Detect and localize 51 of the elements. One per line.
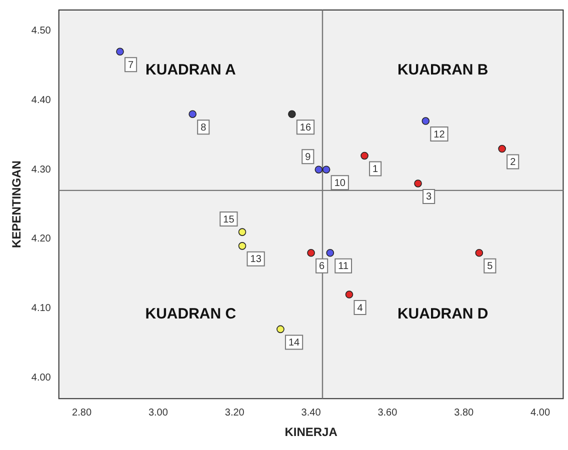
point [326, 248, 334, 257]
point [238, 242, 246, 250]
point [345, 290, 354, 298]
point [414, 180, 422, 188]
x-tick-label: 3.60 [378, 407, 398, 418]
point [422, 117, 430, 125]
y-tick-label: 4.30 [31, 164, 52, 176]
x-tick-label: 3.80 [454, 407, 474, 418]
annotation: KUADRAN D [397, 306, 488, 323]
x-axis-title: KINERJA [284, 425, 338, 440]
y-tick-label: 4.10 [31, 303, 52, 314]
annotation: 12 [434, 129, 446, 140]
annotation: 15 [223, 214, 235, 226]
y-tick-label: 4.20 [31, 234, 52, 245]
annotation: 13 [250, 254, 262, 266]
annotation: 5 [487, 261, 494, 272]
annotation: 16 [300, 122, 312, 134]
point [188, 110, 196, 118]
annotation: 7 [128, 60, 134, 71]
y-axis-title: KEPENTINGAN [10, 160, 24, 248]
point [238, 228, 246, 236]
x-tick-label: 3.00 [148, 407, 168, 418]
annotation: 10 [334, 178, 346, 189]
point [498, 144, 506, 153]
point [276, 325, 284, 334]
annotation: KUADRAN C [145, 306, 236, 323]
point [288, 110, 296, 118]
annotation: 1 [372, 164, 379, 175]
x-tick-label: 2.80 [72, 407, 92, 418]
annotation: 4 [357, 302, 364, 314]
point [360, 152, 368, 160]
point [314, 166, 323, 174]
point [116, 48, 124, 56]
y-tick-label: 4.50 [31, 26, 52, 37]
point [307, 248, 315, 257]
annotation: KUADRAN B [397, 61, 488, 78]
x-tick-label: 4.00 [530, 407, 550, 418]
annotation: 14 [288, 337, 300, 348]
x-tick-label: 3.20 [224, 407, 245, 418]
annotation: 8 [200, 122, 207, 134]
x-tick-label: 3.40 [301, 407, 322, 418]
annotation: KUADRAN A [146, 61, 236, 78]
y-tick-label: 4.00 [31, 372, 52, 384]
annotation: 6 [319, 261, 326, 272]
annotation: 2 [510, 157, 516, 168]
annotation: 11 [338, 261, 349, 272]
y-tick-label: 4.40 [31, 94, 52, 106]
annotation: 9 [305, 152, 312, 163]
point [322, 166, 330, 174]
point [475, 248, 484, 257]
annotation: 3 [426, 192, 432, 203]
